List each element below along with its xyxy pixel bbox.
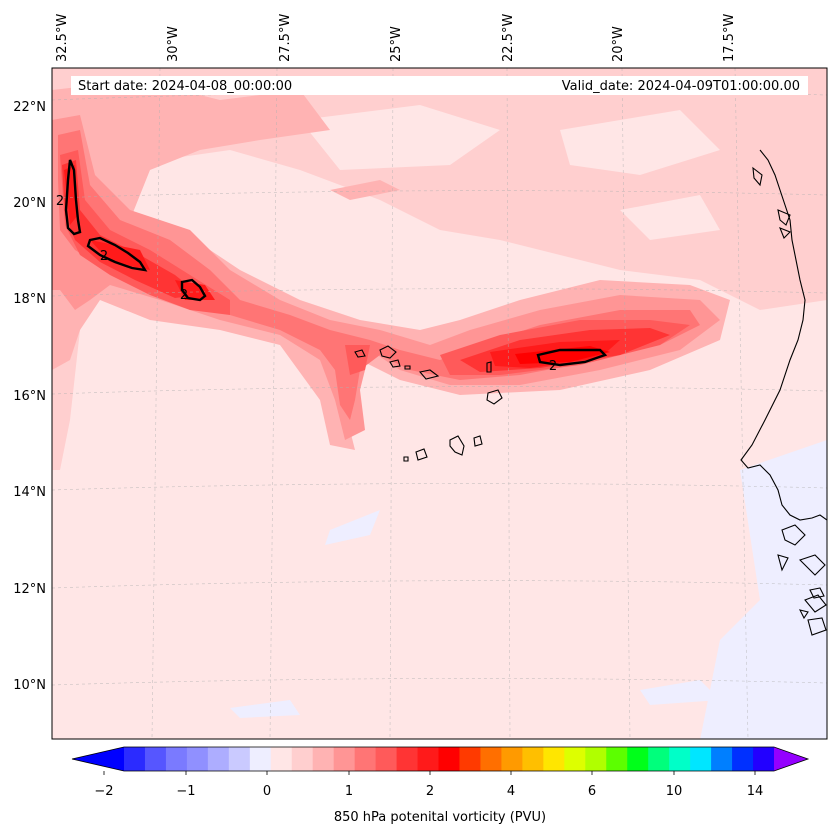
lat-label: 14°N [13, 485, 46, 500]
colorbar-segment [228, 747, 251, 771]
lon-label: 20°W [611, 26, 626, 62]
colorbar-extend-max [774, 747, 808, 771]
colorbar-tick: 6 [588, 784, 596, 799]
colorbar-segment [711, 747, 733, 771]
latitude-labels: 22°N 20°N 18°N 16°N 14°N 12°N 10°N [13, 100, 46, 693]
lon-label: 17.5°W [722, 14, 737, 62]
colorbar-tick: 10 [666, 784, 683, 799]
colorbar-segment [396, 747, 419, 771]
lon-label: 22.5°W [501, 14, 516, 62]
contour-label: 2 [180, 288, 188, 303]
colorbar-segment [144, 747, 167, 771]
colorbar-segment [333, 747, 356, 771]
map-frame [51, 67, 828, 740]
graticule [52, 68, 827, 739]
colorbar-segment [669, 747, 691, 771]
longitude-labels: 32.5°W 30°W 27.5°W 25°W 22.5°W 20°W 17.5… [55, 14, 737, 62]
colorbar-tick: 1 [345, 784, 353, 799]
colorbar-segment [543, 747, 565, 771]
colorbar-segment [270, 747, 293, 771]
colorbar [71, 746, 810, 775]
colorbar-segment [312, 747, 335, 771]
start-date-label: Start date: 2024-04-08_00:00:00 [78, 79, 292, 94]
colorbar-segment [606, 747, 628, 771]
colorbar-segment [753, 747, 775, 771]
contour-label: 2 [100, 249, 108, 264]
colorbar-label: 850 hPa potenital vorticity (PVU) [334, 810, 546, 825]
contour-labels: 2 2 2 2 [56, 194, 557, 374]
pv-field [52, 68, 827, 739]
lon-label: 30°W [166, 26, 181, 62]
lat-label: 20°N [13, 196, 46, 211]
colorbar-tick: −2 [94, 784, 113, 799]
lon-label: 32.5°W [55, 14, 70, 62]
colorbar-segment [522, 747, 544, 771]
colorbar-segment [291, 747, 314, 771]
colorbar-segment [459, 747, 481, 771]
colorbar-segment [249, 747, 272, 771]
lon-label: 25°W [389, 26, 404, 62]
contour-label: 2 [56, 194, 64, 209]
colorbar-tick: 4 [507, 784, 515, 799]
lat-label: 18°N [13, 292, 46, 307]
contour-label: 2 [549, 359, 557, 374]
colorbar-ticks: −2 −1 0 1 2 4 6 10 14 [94, 784, 763, 799]
lat-label: 22°N [13, 100, 46, 115]
colorbar-extend-min [72, 747, 124, 771]
colorbar-segment [480, 747, 502, 771]
header-box [71, 76, 808, 95]
lat-label: 16°N [13, 389, 46, 404]
lon-label: 27.5°W [278, 14, 293, 62]
colorbar-segment [648, 747, 670, 771]
colorbar-segment [564, 747, 586, 771]
colorbar-outline [71, 746, 810, 772]
colorbar-segment [375, 747, 398, 771]
pv-contour-2 [64, 159, 608, 367]
coastline [354, 149, 827, 636]
colorbar-segment [438, 747, 460, 771]
colorbar-segment [186, 747, 209, 771]
colorbar-tick: 0 [263, 784, 271, 799]
colorbar-tick: 14 [747, 784, 764, 799]
lat-label: 12°N [13, 582, 46, 597]
colorbar-segment [627, 747, 649, 771]
colorbar-segment [732, 747, 754, 771]
colorbar-segment [690, 747, 712, 771]
colorbar-segment [165, 747, 188, 771]
lat-label: 10°N [13, 678, 46, 693]
colorbar-segment [417, 747, 440, 771]
valid-date-label: Valid_date: 2024-04-09T01:00:00.00 [562, 79, 800, 94]
colorbar-tick: 2 [426, 784, 434, 799]
colorbar-segment [501, 747, 523, 771]
colorbar-segment [124, 747, 146, 771]
colorbar-segment [207, 747, 230, 771]
colorbar-segment [354, 747, 377, 771]
colorbar-tick: −1 [176, 784, 195, 799]
colorbar-segment [585, 747, 607, 771]
